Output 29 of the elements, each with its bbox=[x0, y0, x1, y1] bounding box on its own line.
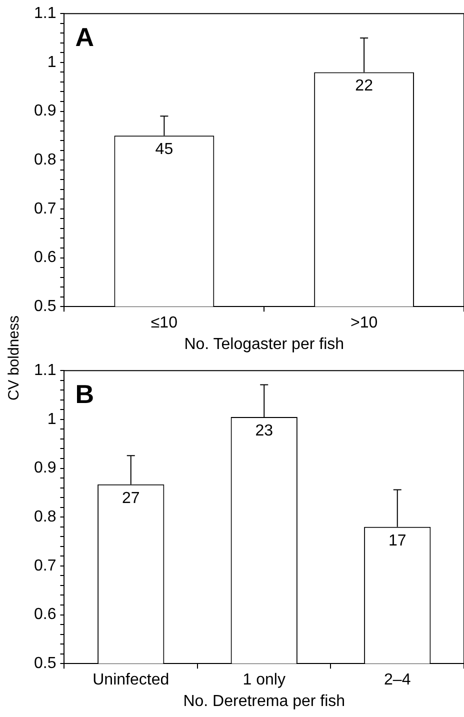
x-tick-label: ≤10 bbox=[150, 314, 178, 332]
y-tick-label: 0.5 bbox=[34, 298, 56, 316]
y-tick-label: 0.6 bbox=[34, 249, 56, 266]
x-axis-title: No. Telogaster per fish bbox=[184, 336, 344, 353]
annotation: A bbox=[75, 22, 94, 52]
x-tick-label: 1 only bbox=[242, 672, 286, 689]
y-tick-label: 1 bbox=[47, 54, 56, 71]
y-tick-label: 0.8 bbox=[34, 508, 56, 526]
annotation: 22 bbox=[355, 78, 374, 95]
y-tick-label: 0.7 bbox=[34, 557, 56, 574]
annotation: 27 bbox=[122, 490, 140, 507]
annotation: 17 bbox=[388, 532, 406, 550]
y-tick-label: 1 bbox=[47, 410, 56, 428]
y-tick-label: 0.5 bbox=[34, 655, 56, 672]
y-tick-label: 0.9 bbox=[34, 460, 56, 477]
y-tick-label: 1.1 bbox=[34, 362, 56, 380]
x-tick-label: 2–4 bbox=[384, 672, 411, 689]
y-tick-label: 1.1 bbox=[34, 5, 56, 22]
x-tick-label: >10 bbox=[350, 314, 378, 332]
annotation: 23 bbox=[255, 422, 274, 440]
y-tick-label: 0.8 bbox=[34, 152, 56, 169]
y-tick-label: 0.7 bbox=[34, 200, 56, 218]
x-tick-label: Uninfected bbox=[92, 672, 170, 689]
annotation: 45 bbox=[155, 141, 174, 158]
y-axis-title: CV boldness bbox=[6, 315, 22, 401]
annotation: B bbox=[75, 378, 94, 409]
y-tick-label: 0.6 bbox=[34, 606, 56, 624]
y-tick-label: 0.9 bbox=[34, 102, 56, 120]
x-axis-title: No. Deretrema per fish bbox=[183, 692, 346, 710]
